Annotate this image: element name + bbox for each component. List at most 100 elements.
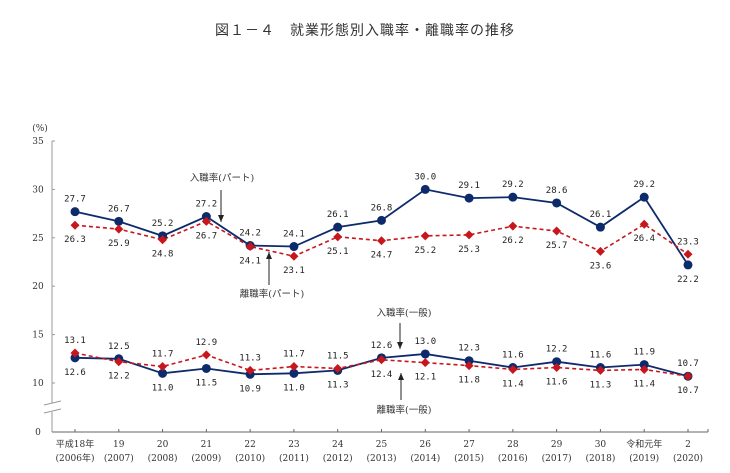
data-label: 12.3 (458, 344, 480, 354)
data-point (683, 260, 693, 270)
x-tick-label: 25 (376, 440, 388, 450)
data-label: 13.0 (414, 337, 436, 347)
x-tick-label-year: (2007) (104, 453, 134, 464)
data-label: 11.6 (546, 378, 568, 388)
data-label: 13.1 (64, 336, 86, 346)
x-tick-label-year: (2014) (410, 453, 440, 464)
x-tick-label: 22 (244, 440, 255, 450)
data-label: 29.2 (633, 180, 655, 190)
x-tick-label-year: (2016) (498, 453, 528, 464)
data-point (508, 221, 518, 231)
x-tick-label: 令和元年 (626, 438, 662, 450)
y-tick-label: 25 (32, 234, 44, 244)
annotation-part-entry-arrow-head (218, 215, 224, 222)
data-label: 11.6 (590, 351, 612, 361)
data-point (70, 220, 80, 230)
x-tick-label-year: (2015) (454, 453, 484, 464)
data-label: 12.1 (414, 373, 436, 383)
data-label: 25.7 (546, 241, 568, 251)
data-point (639, 192, 649, 202)
data-point (595, 365, 605, 375)
y-tick-label: 30 (32, 185, 44, 195)
data-label: 11.9 (633, 348, 655, 358)
x-tick-label-year: (2017) (542, 453, 572, 464)
data-label: 11.0 (283, 383, 305, 393)
data-point (114, 224, 124, 234)
data-label: 26.7 (108, 204, 130, 214)
data-point (508, 192, 518, 202)
data-label: 28.6 (546, 186, 568, 196)
data-point (420, 358, 430, 368)
data-label: 25.2 (152, 219, 174, 229)
data-point (508, 364, 518, 374)
y-tick-label: 20 (32, 282, 44, 292)
y-tick-label: 0 (35, 428, 41, 438)
x-tick-label-year: (2020) (673, 453, 703, 464)
data-point (464, 230, 474, 240)
x-tick-label: 26 (420, 440, 432, 450)
data-point (552, 363, 562, 373)
data-label: 12.5 (108, 342, 130, 352)
data-label: 11.0 (152, 383, 174, 393)
data-point (377, 215, 386, 225)
data-label: 29.2 (502, 180, 524, 190)
data-label: 26.2 (502, 236, 524, 246)
data-label: 23.3 (677, 237, 699, 247)
data-point (289, 362, 299, 372)
data-point (639, 219, 649, 229)
data-point (333, 222, 343, 232)
data-point (70, 207, 80, 217)
data-point (552, 198, 562, 208)
data-point (158, 362, 168, 372)
data-point (552, 357, 562, 367)
data-point (245, 242, 255, 252)
data-point (333, 363, 343, 373)
x-tick-label: 30 (595, 440, 607, 450)
data-label: 11.4 (633, 379, 655, 389)
data-label: 26.1 (327, 210, 349, 220)
data-label: 24.7 (371, 251, 393, 261)
data-point (289, 251, 299, 261)
x-tick-label-year: (2009) (191, 453, 221, 464)
x-tick-label-year: (2011) (279, 453, 309, 464)
data-point (201, 363, 211, 373)
x-tick-label-year: (2006年) (56, 452, 95, 464)
annotations: 入職率(パート) 離職率(パート) 入職率(一般) 離職率(一般) (190, 172, 432, 416)
annotation-general-exit-arrow-head (398, 373, 404, 380)
x-tick-label-year: (2019) (629, 453, 659, 464)
data-label: 25.9 (108, 239, 130, 249)
data-point (377, 236, 386, 246)
data-label: 26.3 (64, 235, 86, 245)
x-tick-label: 24 (332, 440, 344, 450)
data-label: 12.2 (546, 345, 568, 355)
data-point (595, 222, 605, 232)
data-label: 11.7 (283, 350, 305, 360)
y-tick-label: 10 (32, 379, 44, 389)
data-label: 11.5 (196, 378, 218, 388)
data-label: 11.7 (152, 350, 174, 360)
data-label: 12.2 (108, 372, 130, 382)
data-point (464, 361, 474, 371)
data-label: 27.2 (196, 200, 218, 210)
y-tick-label: 35 (32, 137, 44, 147)
x-tick-label: 27 (463, 440, 475, 450)
data-point (639, 364, 649, 374)
data-point (595, 246, 605, 256)
data-label: 10.7 (677, 386, 699, 396)
data-point (70, 353, 80, 363)
x-tick-label: 23 (288, 440, 300, 450)
data-label: 30.0 (414, 172, 436, 182)
x-tick-label-year: (2012) (323, 453, 353, 464)
data-point (114, 357, 124, 367)
x-tick-label: 2 (685, 440, 691, 450)
x-tick-label: 20 (157, 440, 169, 450)
axes: (%) 0 10 15 20 25 30 35 平成18年 (2006年) 19 (2007) 20 (2… (32, 123, 709, 464)
markers (70, 184, 693, 381)
data-label: 27.7 (64, 195, 86, 205)
data-point (158, 368, 168, 378)
x-tick-label: 平成18年 (56, 438, 94, 450)
data-point (201, 350, 211, 360)
data-label: 12.4 (371, 370, 393, 380)
annotation-label: 離職率(パート) (240, 288, 304, 300)
